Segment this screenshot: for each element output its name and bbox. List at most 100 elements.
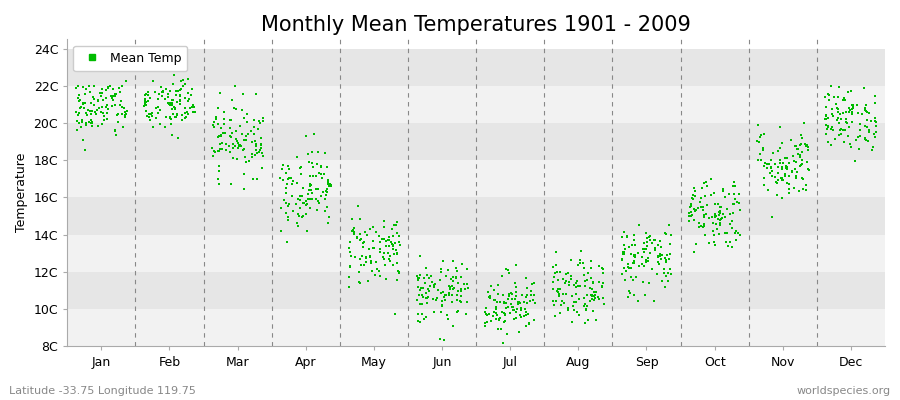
Point	[212, 90, 227, 96]
Point	[634, 253, 649, 260]
Point	[506, 304, 520, 310]
Point	[860, 109, 874, 116]
Point	[512, 300, 526, 306]
Point	[547, 313, 562, 320]
Point	[549, 249, 563, 255]
Point	[561, 304, 575, 311]
Point	[97, 117, 112, 124]
Point	[87, 83, 102, 89]
Point	[94, 90, 109, 96]
Point	[358, 258, 373, 265]
Point	[547, 270, 562, 276]
Point	[550, 277, 564, 284]
Point	[378, 238, 392, 244]
Point	[383, 238, 398, 245]
Point	[723, 211, 737, 217]
Point	[229, 83, 243, 89]
Point	[86, 102, 101, 108]
Point	[478, 311, 492, 318]
Point	[793, 142, 807, 148]
Point	[559, 278, 573, 284]
Point	[622, 287, 636, 294]
Point	[77, 100, 92, 106]
Point	[868, 134, 882, 141]
Point	[85, 120, 99, 126]
Bar	[68, 272, 885, 309]
Point	[509, 346, 524, 352]
Point	[246, 176, 260, 183]
Point	[410, 317, 425, 324]
Point	[108, 101, 122, 108]
Point	[321, 183, 336, 189]
Point	[164, 120, 178, 127]
Point	[440, 312, 454, 318]
Point	[274, 166, 289, 172]
Point	[111, 119, 125, 125]
Point	[632, 222, 646, 229]
Point	[708, 213, 723, 220]
Point	[757, 175, 771, 181]
Point	[825, 110, 840, 117]
Point	[418, 314, 433, 320]
Point	[173, 92, 187, 99]
Point	[212, 105, 226, 112]
Point	[615, 271, 629, 277]
Point	[684, 213, 698, 220]
Point	[482, 294, 497, 301]
Point	[70, 112, 85, 118]
Point	[566, 302, 580, 309]
Point	[223, 117, 238, 124]
Point	[84, 111, 98, 118]
Point	[653, 256, 668, 262]
Point	[451, 288, 465, 294]
Point	[693, 199, 707, 205]
Point	[438, 296, 453, 303]
Bar	[68, 235, 885, 272]
Point	[796, 120, 811, 126]
Point	[526, 317, 541, 323]
Point	[291, 223, 305, 229]
Point	[684, 201, 698, 207]
Point	[761, 161, 776, 167]
Point	[760, 160, 775, 167]
Point	[652, 259, 666, 265]
Point	[109, 132, 123, 138]
Point	[180, 76, 194, 82]
Point	[482, 294, 497, 300]
Point	[384, 241, 399, 247]
Point	[825, 127, 840, 133]
Point	[96, 113, 111, 119]
Point	[711, 216, 725, 222]
Point	[155, 88, 169, 95]
Point	[497, 310, 511, 316]
Point	[301, 227, 315, 234]
Point	[522, 320, 536, 326]
Point	[550, 289, 564, 296]
Point	[546, 286, 561, 293]
Point	[588, 292, 602, 298]
Point	[545, 264, 560, 270]
Point	[508, 296, 522, 302]
Point	[293, 193, 308, 199]
Point	[622, 244, 636, 250]
Point	[497, 300, 511, 306]
Point	[140, 97, 155, 104]
Point	[868, 123, 883, 130]
Point	[304, 149, 319, 156]
Point	[867, 130, 881, 137]
Point	[556, 290, 571, 297]
Point	[277, 197, 292, 203]
Point	[513, 312, 527, 318]
Point	[207, 119, 221, 125]
Point	[139, 98, 153, 105]
Point	[238, 146, 252, 152]
Point	[214, 132, 229, 138]
Point	[591, 263, 606, 269]
Point	[720, 230, 734, 236]
Point	[789, 143, 804, 150]
Point	[522, 320, 536, 327]
Point	[841, 133, 855, 140]
Point	[343, 239, 357, 245]
Point	[682, 210, 697, 216]
Point	[648, 244, 662, 251]
